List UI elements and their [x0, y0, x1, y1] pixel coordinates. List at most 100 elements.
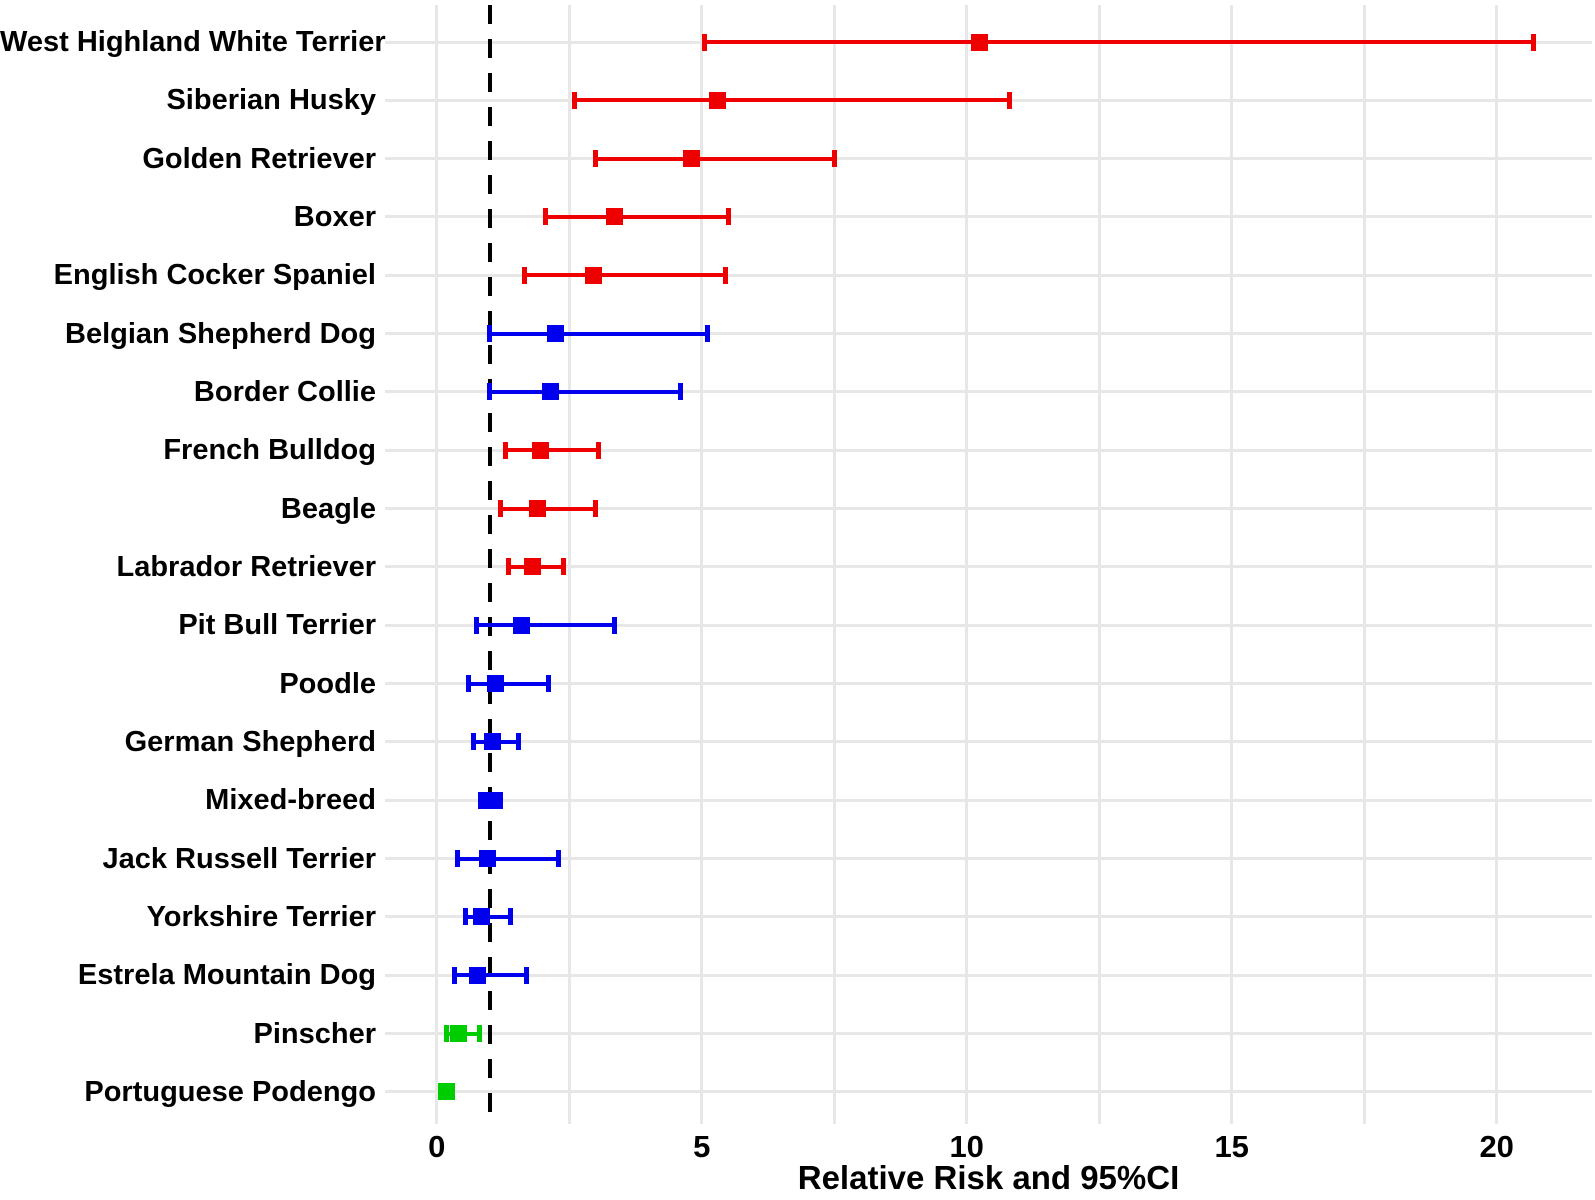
vertical-gridline	[1495, 5, 1499, 1124]
breed-label: Golden Retriever	[142, 142, 376, 175]
horizontal-gridline	[385, 507, 1592, 511]
breed-label: Yorkshire Terrier	[146, 900, 376, 933]
ci-cap-right	[593, 500, 599, 518]
ci-cap-left	[471, 733, 477, 751]
ci-cap-right	[725, 208, 731, 226]
ci-line	[489, 331, 707, 336]
ci-cap-left	[487, 383, 493, 401]
ci-cap-right	[508, 908, 514, 926]
ci-cap-left	[503, 441, 509, 459]
ci-cap-left	[521, 266, 527, 284]
horizontal-gridline	[385, 682, 1592, 686]
x-tick-label: 0	[428, 1129, 446, 1164]
ci-cap-right	[831, 150, 837, 168]
breed-label: Poodle	[279, 667, 376, 700]
ci-line	[454, 973, 527, 978]
vertical-gridline	[567, 5, 571, 1124]
forest-plot-panel	[385, 5, 1592, 1124]
ci-cap-right	[524, 966, 530, 984]
ci-line	[545, 214, 729, 219]
ci-line	[524, 273, 726, 278]
ci-line	[476, 623, 615, 628]
x-tick-label: 15	[1214, 1129, 1249, 1164]
vertical-gridline	[435, 5, 439, 1124]
ci-line	[489, 389, 681, 394]
rr-marker	[584, 266, 602, 284]
ci-line	[457, 856, 559, 861]
rr-marker	[523, 558, 541, 576]
ci-line	[595, 156, 835, 161]
rr-marker	[478, 850, 496, 868]
vertical-gridline	[1230, 5, 1234, 1124]
x-tick-label: 5	[693, 1129, 711, 1164]
ci-cap-right	[595, 441, 601, 459]
breed-label: Labrador Retriever	[116, 550, 377, 583]
reference-line	[487, 5, 492, 1124]
horizontal-gridline	[385, 798, 1592, 802]
breed-label: Border Collie	[193, 375, 376, 408]
breed-label: West Highland White Terrier	[0, 26, 386, 58]
ci-cap-right	[516, 733, 522, 751]
horizontal-gridline	[385, 623, 1592, 627]
rr-marker	[473, 908, 491, 926]
horizontal-gridline	[385, 448, 1592, 452]
ci-cap-left	[593, 150, 599, 168]
rr-marker	[682, 150, 700, 168]
horizontal-gridline	[385, 565, 1592, 569]
rr-marker	[528, 500, 546, 518]
x-tick-label: 20	[1479, 1129, 1514, 1164]
rr-marker	[547, 325, 565, 343]
ci-cap-left	[463, 908, 469, 926]
breed-label: Portuguese Podengo	[84, 1075, 376, 1108]
ci-line	[574, 98, 1010, 103]
rr-marker	[481, 791, 499, 809]
breed-label: Pinscher	[253, 1017, 377, 1050]
rr-marker	[531, 441, 549, 459]
breed-label: Mixed-breed	[205, 784, 376, 817]
ci-cap-left	[478, 791, 484, 809]
ci-cap-right	[556, 850, 562, 868]
breed-label: Pit Bull Terrier	[178, 609, 376, 642]
ci-cap-left	[572, 91, 577, 109]
ci-cap-right	[497, 791, 503, 809]
rr-marker	[605, 208, 623, 226]
ci-cap-left	[455, 850, 461, 868]
ci-cap-left	[487, 325, 493, 343]
rr-marker	[437, 1083, 455, 1101]
ci-cap-right	[611, 616, 617, 634]
breed-label: Siberian Husky	[166, 84, 376, 117]
rr-marker	[542, 383, 560, 401]
x-tick-label: 10	[949, 1129, 984, 1164]
vertical-gridline	[1362, 5, 1366, 1124]
rr-marker	[449, 1025, 467, 1043]
ci-cap-right	[723, 266, 729, 284]
rr-marker	[483, 733, 501, 751]
ci-cap-right	[545, 675, 551, 693]
ci-line	[704, 40, 1534, 44]
horizontal-gridline	[385, 273, 1592, 277]
horizontal-gridline	[385, 740, 1592, 744]
ci-line	[505, 448, 599, 453]
ci-cap-left	[542, 208, 548, 226]
horizontal-gridline	[385, 857, 1592, 861]
breed-label: Jack Russell Terrier	[102, 842, 376, 875]
rr-marker	[971, 33, 989, 51]
ci-cap-left	[466, 675, 471, 693]
ci-cap-right	[704, 325, 710, 343]
rr-marker	[469, 966, 486, 984]
vertical-gridline	[1097, 5, 1101, 1124]
ci-cap-right	[561, 558, 567, 576]
ci-line	[468, 681, 548, 686]
ci-cap-right	[1006, 91, 1012, 109]
horizontal-gridline	[385, 915, 1592, 919]
breed-label: English Cocker Spaniel	[53, 259, 376, 292]
breed-label: German Shepherd	[124, 725, 376, 758]
vertical-gridline	[700, 5, 704, 1124]
ci-cap-right	[1531, 33, 1537, 51]
horizontal-gridline	[385, 332, 1592, 336]
horizontal-gridline	[385, 1032, 1592, 1036]
breed-label: Beagle	[280, 492, 376, 525]
rr-marker	[513, 616, 530, 634]
horizontal-gridline	[385, 390, 1592, 394]
